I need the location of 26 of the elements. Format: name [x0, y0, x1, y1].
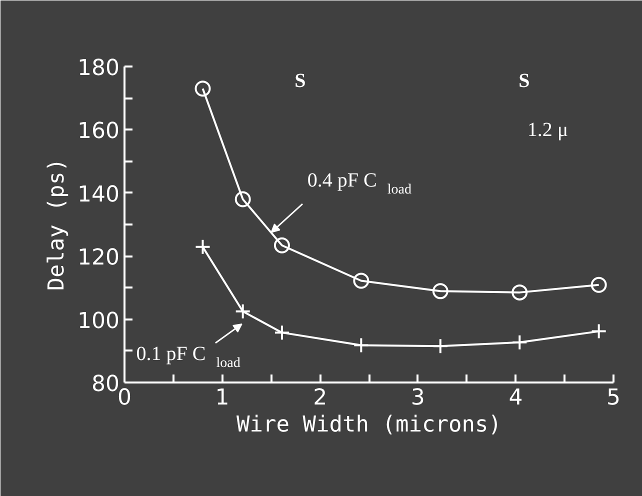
y-tick-label: 80 [92, 372, 120, 397]
point [194, 80, 211, 97]
x-tick-label: 3 [410, 386, 425, 410]
point [274, 237, 290, 254]
annotation: 1.2 μ [527, 118, 568, 141]
annotation: S [294, 70, 306, 92]
annotation: S [518, 70, 530, 92]
y-tick-label: 140 [78, 182, 120, 208]
x-axis-title: Wire Width (microns) [236, 412, 502, 438]
x-tick-label: 4 [508, 386, 523, 410]
point [432, 283, 448, 300]
y-tick-label: 100 [78, 308, 120, 334]
x-tick-label: 0 [118, 386, 132, 410]
y-tick-label: 120 [78, 246, 120, 271]
point [590, 276, 607, 293]
y-tick-label: 180 [78, 56, 120, 81]
point [512, 284, 528, 300]
x-tick-label: 2 [313, 386, 328, 410]
point [234, 303, 251, 320]
y-tick-label: 160 [78, 119, 120, 144]
y-axis-title: Delay (ps) [44, 158, 70, 291]
point [234, 191, 251, 208]
point [194, 238, 211, 255]
x-tick-label: 1 [215, 386, 230, 410]
point [353, 272, 370, 289]
x-tick-label: 5 [606, 386, 620, 410]
